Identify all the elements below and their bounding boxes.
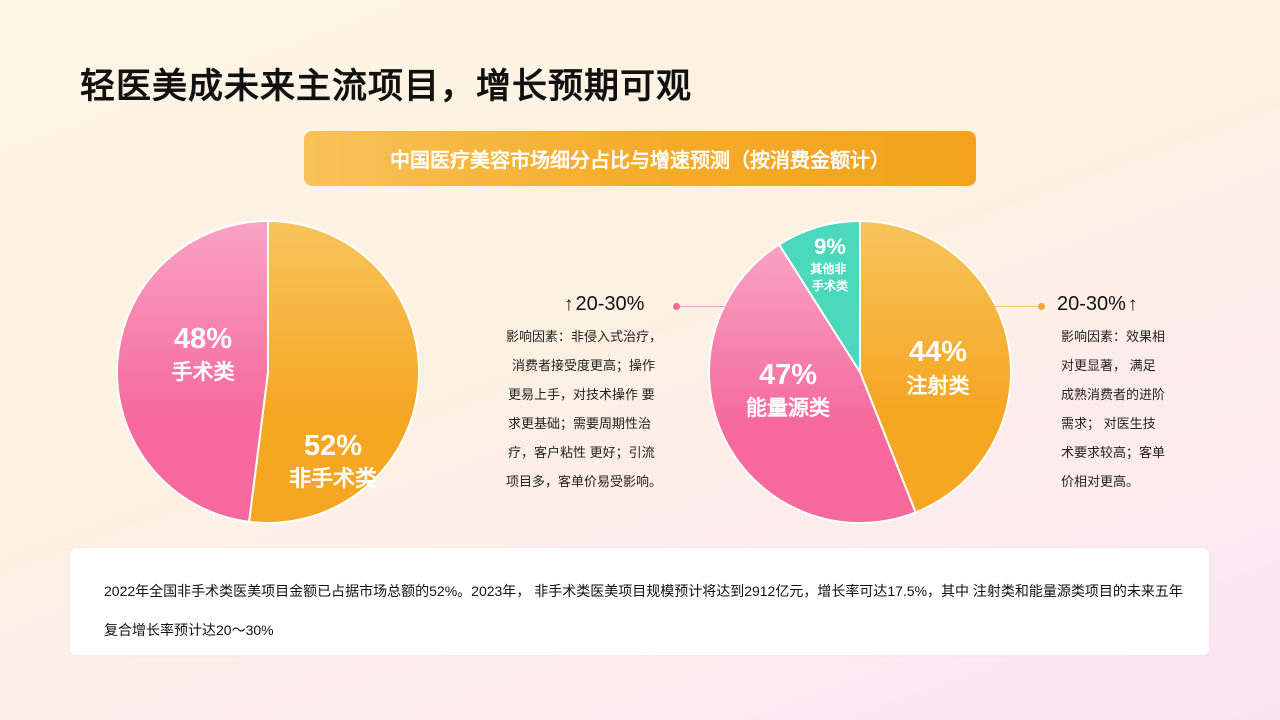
factor-list-energy: 影响因素：非侵入式治疗， 消费者接受度更高；操作 更易上手，对技术操作 要 求更… xyxy=(506,322,696,496)
factor-list-injection: 影响因素：效果相 对更显著， 满足 成熟消费者的进阶 需求； 对医生技 术要求较… xyxy=(1061,322,1201,496)
slice-category-label: 能量源类 xyxy=(746,396,831,420)
arrow-up-icon: ↑ xyxy=(1127,293,1138,315)
factor-line: 消费者接受度更高；操作 xyxy=(512,358,656,373)
summary-text: 2022年全国非手术类医美项目金额已占据市场总额的52%。2023年， 非手术类… xyxy=(104,583,1183,638)
slice-value-label: 48% xyxy=(174,323,232,355)
summary-panel: 2022年全国非手术类医美项目金额已占据市场总额的52%。2023年， 非手术类… xyxy=(70,548,1209,655)
factor-line: 项目多，客单价易受影响。 xyxy=(506,474,663,489)
other-label-line-1: 其他非 xyxy=(810,261,846,276)
slice-value-label: 52% xyxy=(304,430,362,462)
slice-category-label: 注射类 xyxy=(907,374,971,398)
pie-slice xyxy=(777,219,861,376)
factor-line: 成熟消费者的进阶 xyxy=(1061,387,1166,402)
connector-line xyxy=(680,306,728,307)
slice-category-label: 其他非 手术类 xyxy=(810,261,849,293)
chart-title-banner: 中国医疗美容市场细分占比与增速预测（按消费金额计） xyxy=(304,131,976,186)
factor-line: 影响因素：非侵入式治疗， xyxy=(506,329,663,344)
other-label-line-2: 手术类 xyxy=(812,278,849,293)
slice-category-label: 手术类 xyxy=(172,361,236,384)
pie-chart-surgical-split: 48% 手术类 52% 非手术类 xyxy=(116,219,420,524)
connector-line xyxy=(995,306,1041,307)
slice-value-label: 47% xyxy=(759,359,817,391)
factor-line: 更易上手，对技术操作 要 xyxy=(508,387,655,402)
factor-line: 术要求较高；客单 xyxy=(1061,445,1166,460)
factor-line: 求更基础；需要周期性治 xyxy=(508,416,652,431)
connector-dot xyxy=(673,303,680,310)
factor-line: 影响因素：效果相 xyxy=(1061,329,1166,344)
pie-slice xyxy=(859,219,1012,514)
slice-value-label: 44% xyxy=(909,336,967,368)
growth-indicator-energy: ↑ 20-30% xyxy=(564,293,644,316)
pie-slice xyxy=(707,243,917,524)
page-title: 轻医美成未来主流项目，增长预期可观 xyxy=(80,67,693,106)
pie-slice xyxy=(247,219,420,524)
pie-slice xyxy=(116,219,269,523)
slice-value-label: 9% xyxy=(814,234,846,259)
factor-line: 对更显著， 满足 xyxy=(1061,358,1156,373)
growth-rate: 20-30% xyxy=(575,293,645,315)
factor-line: 需求； 对医生技 xyxy=(1061,416,1156,431)
arrow-up-icon: ↑ xyxy=(564,293,574,315)
growth-rate: 20-30% xyxy=(1057,293,1126,315)
connector-dot xyxy=(1038,303,1045,310)
factor-line: 疗，客户粘性 更好；引流 xyxy=(508,445,655,460)
factor-line: 价相对更高。 xyxy=(1061,474,1140,489)
pie-chart-nonsurgical-split: 44% 注射类 47% 能量源类 9% 其他非 手术类 xyxy=(707,219,1012,524)
slice-category-label: 非手术类 xyxy=(289,466,378,491)
growth-indicator-injection: 20-30% ↑ xyxy=(1057,293,1137,316)
